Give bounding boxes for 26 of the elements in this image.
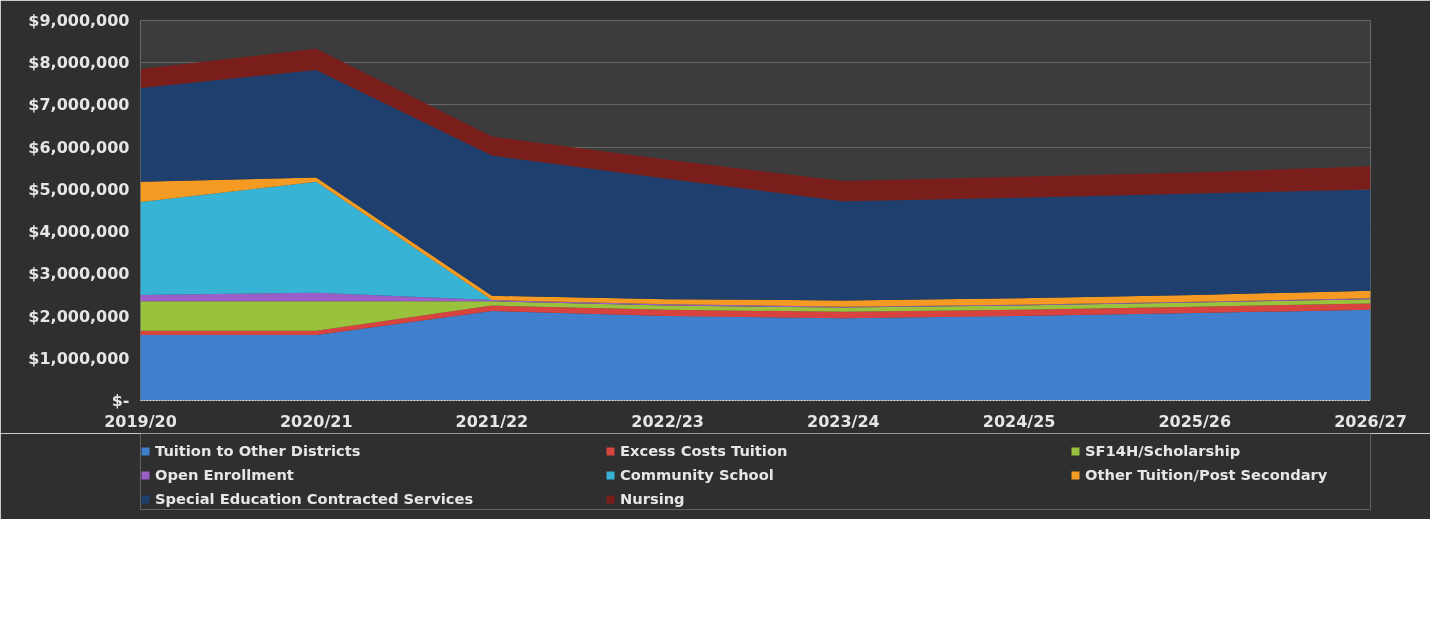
y-tick-label: $1,000,000 (28, 348, 130, 368)
legend-label: Open Enrollment (155, 466, 295, 483)
legend-label: Other Tuition/Post Secondary (1085, 466, 1329, 483)
y-tick-label: $9,000,000 (28, 11, 130, 30)
y-tick-label: $- (111, 391, 130, 410)
x-tick-label: 2021/22 (455, 411, 529, 431)
y-tick-label: $2,000,000 (28, 306, 130, 326)
x-tick-label: 2025/26 (1158, 411, 1232, 431)
y-tick-label: $6,000,000 (28, 137, 130, 157)
x-tick-label: 2026/27 (1334, 411, 1407, 431)
y-tick-label: $7,000,000 (28, 95, 130, 115)
y-tick-label: $5,000,000 (28, 179, 130, 199)
y-tick-label: $8,000,000 (28, 53, 130, 73)
legend-label: Excess Costs Tuition (620, 442, 789, 459)
y-tick-label: $3,000,000 (28, 264, 130, 284)
y-tick-label: $4,000,000 (28, 222, 130, 242)
x-tick-label: 2020/21 (279, 411, 353, 431)
x-tick-label: 2022/23 (631, 411, 704, 431)
x-tick-label: 2019/20 (104, 411, 177, 431)
legend-label: Special Education Contracted Services (155, 490, 475, 507)
legend-label: Tuition to Other Districts (155, 442, 362, 459)
legend-label: Community School (620, 466, 775, 483)
x-tick-label: 2024/25 (982, 411, 1056, 431)
legend-label: SF14H/Scholarship (1085, 442, 1242, 459)
legend-label: Nursing (620, 490, 686, 507)
x-tick-label: 2023/24 (807, 411, 880, 431)
